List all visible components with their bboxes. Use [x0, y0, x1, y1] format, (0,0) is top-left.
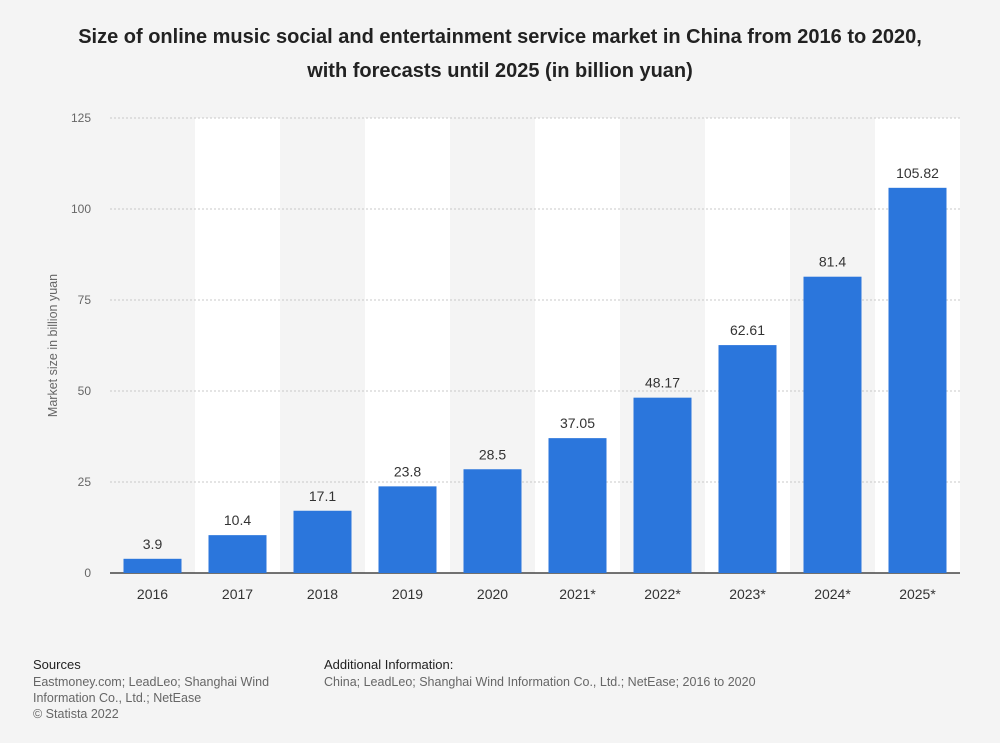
- chart-title: Size of online music social and entertai…: [78, 26, 922, 82]
- data-label: 3.9: [143, 536, 163, 552]
- y-tick-label: 50: [78, 384, 92, 398]
- y-tick-label: 25: [78, 475, 92, 489]
- bar: [208, 535, 267, 573]
- bar: [123, 558, 182, 573]
- sources-line: Eastmoney.com; LeadLeo; Shanghai Wind: [33, 675, 270, 689]
- additional-info-line: China; LeadLeo; Shanghai Wind Informatio…: [324, 675, 756, 689]
- sources-block: Sources Eastmoney.com; LeadLeo; Shanghai…: [33, 657, 293, 722]
- additional-info-header: Additional Information:: [324, 657, 454, 672]
- x-tick-label: 2020: [477, 586, 508, 602]
- x-tick-label: 2021*: [559, 586, 596, 602]
- y-tick-label: 75: [78, 293, 92, 307]
- y-tick-label: 100: [71, 202, 91, 216]
- x-tick-label: 2022*: [644, 586, 681, 602]
- additional-info-block: Additional Information: China; LeadLeo; …: [324, 657, 924, 690]
- y-axis-title: Market size in billion yuan: [46, 274, 60, 417]
- data-label: 17.1: [309, 488, 336, 504]
- bar: [548, 438, 607, 573]
- x-tick-label: 2019: [392, 586, 423, 602]
- data-label: 105.82: [896, 165, 939, 181]
- data-label: 10.4: [224, 512, 251, 528]
- bar: [888, 187, 947, 574]
- bar: [718, 345, 777, 573]
- data-label: 28.5: [479, 446, 506, 462]
- data-label: 23.8: [394, 463, 421, 479]
- bar: [378, 486, 437, 573]
- x-tick-label: 2023*: [729, 586, 766, 602]
- y-tick-label: 0: [84, 566, 91, 580]
- bar: [463, 469, 522, 573]
- data-label: 62.61: [730, 322, 765, 338]
- x-tick-label: 2024*: [814, 586, 851, 602]
- data-label: 48.17: [645, 375, 680, 391]
- x-tick-label: 2018: [307, 586, 338, 602]
- data-label: 81.4: [819, 254, 846, 270]
- sources-header: Sources: [33, 657, 81, 672]
- bar: [633, 397, 692, 573]
- y-tick-label: 125: [71, 111, 91, 125]
- copyright-line: © Statista 2022: [33, 707, 119, 721]
- sources-line: Information Co., Ltd.; NetEase: [33, 691, 202, 705]
- x-tick-label: 2025*: [899, 586, 936, 602]
- x-tick-label: 2016: [137, 586, 168, 602]
- x-tick-label: 2017: [222, 586, 253, 602]
- bar: [803, 276, 862, 573]
- bar: [293, 510, 352, 573]
- column-band: [195, 118, 280, 573]
- data-label: 37.05: [560, 415, 595, 431]
